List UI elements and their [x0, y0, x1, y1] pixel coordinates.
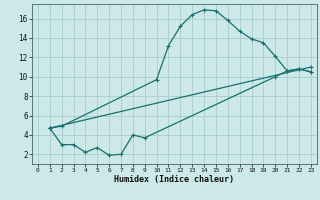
X-axis label: Humidex (Indice chaleur): Humidex (Indice chaleur) — [115, 175, 234, 184]
